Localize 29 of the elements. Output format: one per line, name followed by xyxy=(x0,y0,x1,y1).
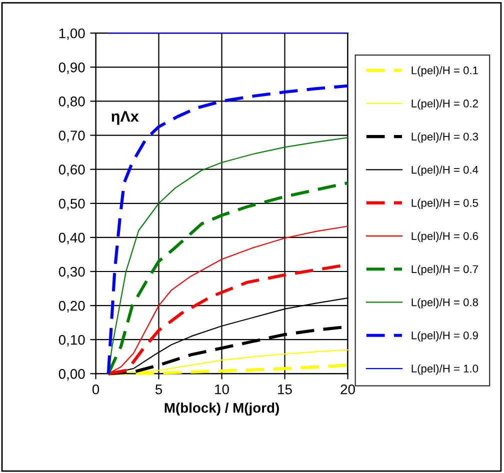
y-tick-label: 0,30 xyxy=(58,266,85,278)
legend-label: L(pel)/H = 0.5 xyxy=(412,198,478,210)
line-series xyxy=(106,84,350,376)
legend-label: L(pel)/H = 0.6 xyxy=(412,232,478,242)
legend-label: L(pel)/H = 0.1 xyxy=(412,66,478,76)
x-tick-label: 20 xyxy=(340,384,355,394)
y-tick-label: 0,50 xyxy=(58,198,85,210)
y-tick-label: 0,80 xyxy=(58,96,85,108)
annotation: ηΛx xyxy=(112,111,139,125)
legend-label: L(pel)/H = 0.2 xyxy=(412,99,478,110)
x-axis-title: M(block) / M(jord) xyxy=(164,402,279,416)
y-tick-label: 0,20 xyxy=(58,300,85,312)
legend-label: L(pel)/H = 1.0 xyxy=(412,364,478,375)
legend-label: L(pel)/H = 0.7 xyxy=(412,264,478,276)
y-tick-label: 0,90 xyxy=(58,62,85,74)
y-tick-label: 0,00 xyxy=(58,369,85,380)
legend-label: L(pel)/H = 0.4 xyxy=(412,166,478,176)
legend-label: L(pel)/H = 0.3 xyxy=(412,132,478,143)
y-tick-label: 0,10 xyxy=(58,334,85,346)
x-tick-label: 15 xyxy=(278,384,292,394)
legend-label: L(pel)/H = 0.9 xyxy=(412,331,478,342)
x-tick-label: 0 xyxy=(92,384,100,394)
y-tick-label: 0,40 xyxy=(58,232,85,244)
x-tick-label: 10 xyxy=(215,384,229,394)
y-tick-label: 0,60 xyxy=(58,164,85,176)
y-tick-label: 0,70 xyxy=(58,130,85,142)
legend-label: L(pel)/H = 0.8 xyxy=(412,298,478,308)
x-tick-label: 5 xyxy=(155,384,162,394)
y-tick-label: 1,00 xyxy=(59,28,85,40)
